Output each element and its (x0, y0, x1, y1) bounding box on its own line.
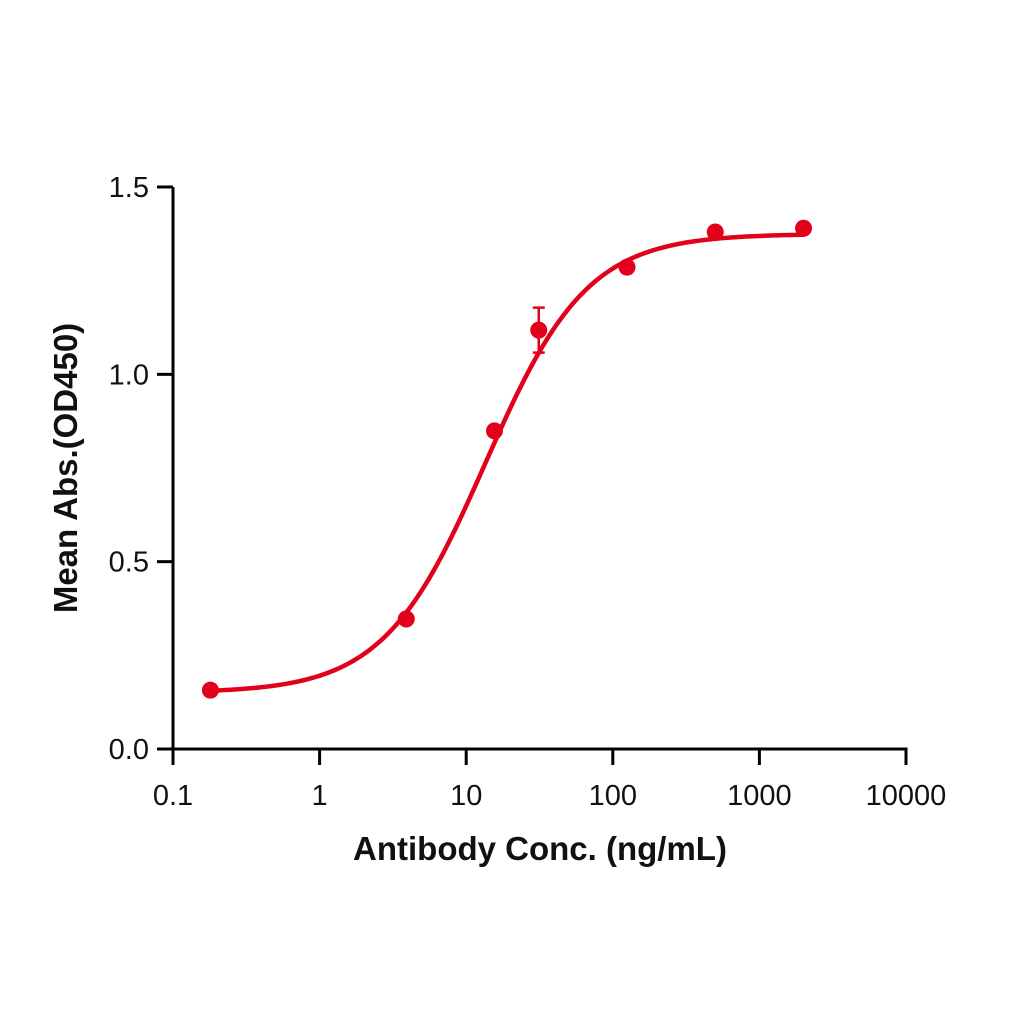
x-tick-label: 1000 (727, 780, 792, 812)
y-axis-title: Mean Abs.(OD450) (47, 323, 84, 613)
y-tick-label: 0.5 (109, 547, 149, 579)
axis-labels: Antibody Conc. (ng/mL) Mean Abs.(OD450) (47, 323, 727, 867)
fit-curve (208, 232, 806, 693)
x-tick-label: 10000 (866, 780, 947, 812)
data-point (530, 321, 548, 339)
fit-curve-path (208, 232, 806, 693)
x-tick-label: 0.1 (153, 780, 193, 812)
y-tick-label: 1.0 (109, 359, 149, 391)
data-point (795, 219, 813, 237)
x-tick-label: 10 (450, 780, 482, 812)
y-tick-label: 0.0 (109, 734, 149, 766)
y-tick-label: 1.5 (109, 172, 149, 204)
data-point (618, 258, 636, 276)
data-point (397, 610, 415, 628)
data-points (201, 219, 813, 699)
x-axis-title: Antibody Conc. (ng/mL) (353, 830, 727, 867)
data-point (706, 223, 724, 241)
axes: 0.0 0.5 1.0 1.5 0.1 1 10 100 1000 10000 (109, 172, 947, 812)
x-tick-label: 1 (312, 780, 328, 812)
data-point (486, 422, 504, 440)
data-point (201, 681, 219, 699)
x-tick-label: 100 (589, 780, 637, 812)
